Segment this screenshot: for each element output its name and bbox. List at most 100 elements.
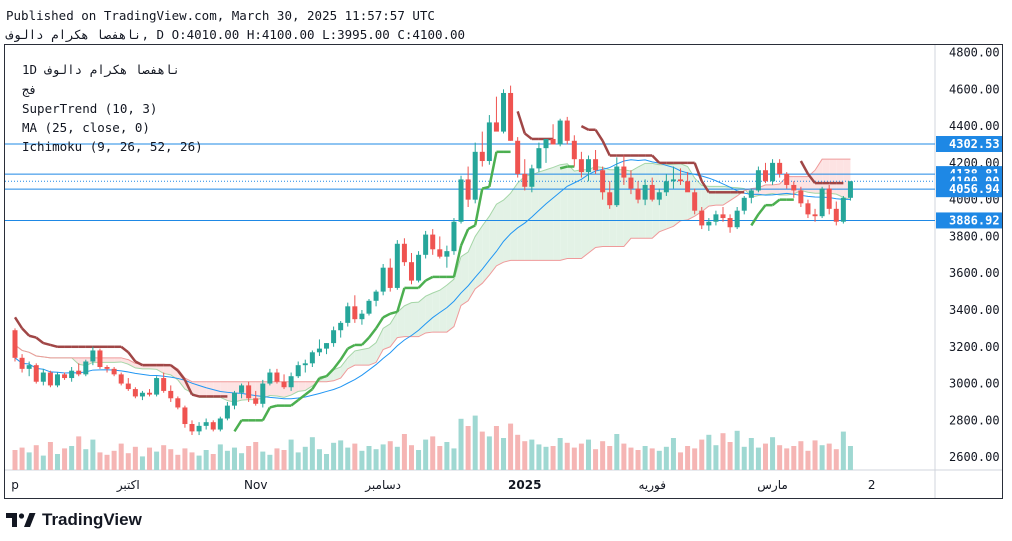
cloud-segment	[538, 169, 546, 261]
candle	[819, 186, 825, 219]
candle	[550, 124, 556, 145]
supertrend-segment	[120, 345, 130, 354]
candle	[189, 420, 195, 436]
legend-symbol: 1D ناهفصا هکرام دالوف	[22, 62, 181, 77]
y-tick-label: 3800.00	[949, 229, 1000, 243]
candle-body	[819, 188, 825, 217]
cloud-segment	[765, 184, 773, 195]
candle	[12, 328, 18, 362]
volume-bar	[359, 450, 365, 470]
price-chart[interactable]: 2600.00 2800.00 3000.00 3200.00 3400.00 3600.…	[5, 45, 1002, 498]
candle	[62, 372, 68, 380]
candle-body	[196, 425, 202, 432]
candle	[345, 302, 351, 327]
candle	[309, 350, 315, 368]
supertrend-segment	[594, 129, 604, 142]
volume-bars	[12, 415, 853, 470]
candle-body	[515, 140, 521, 174]
supertrend-segment	[21, 327, 31, 337]
volume-bar	[699, 439, 705, 470]
cloud-segment	[333, 367, 341, 381]
cloud-segment	[213, 381, 221, 398]
candle	[26, 361, 32, 377]
supertrend-segment	[13, 316, 24, 330]
candle	[168, 385, 174, 402]
x-tick-label: مارس	[757, 478, 788, 493]
legend-ma[interactable]: MA (25, close, 0)	[22, 120, 150, 135]
x-tick-label: اکتبر	[116, 478, 140, 493]
candle	[585, 155, 591, 182]
candle-body	[706, 221, 712, 226]
y-tick-label: 4400.00	[949, 119, 1000, 133]
volume-bar	[26, 452, 32, 470]
candle	[706, 218, 712, 231]
cloud-segment	[531, 172, 539, 261]
candle-body	[154, 378, 160, 395]
candle-body	[12, 330, 18, 358]
cloud-segment	[199, 381, 207, 398]
cloud-segment	[638, 163, 646, 239]
candle-body	[748, 190, 754, 198]
volume-bar	[585, 439, 591, 470]
cloud-segment	[517, 176, 525, 261]
y-tick-label: 2600.00	[949, 450, 1000, 464]
volume-bar	[649, 448, 655, 470]
candle-body	[47, 372, 53, 386]
supertrend-segment	[304, 388, 314, 396]
x-tick-label: دسامبر	[364, 478, 401, 493]
supertrend-segment	[127, 351, 137, 363]
candle	[600, 166, 606, 200]
candle	[288, 372, 294, 391]
legend-ichimoku[interactable]: Ichimoku (9, 26, 52, 26)	[22, 139, 203, 154]
candle	[33, 363, 39, 384]
candle	[770, 159, 776, 185]
candle	[571, 135, 577, 167]
supertrend-segment	[693, 162, 703, 182]
chart-frame[interactable]: 2600.00 2800.00 3000.00 3200.00 3400.00 3600.…	[4, 44, 1003, 499]
candle-body	[536, 148, 542, 169]
cloud-segment	[800, 176, 808, 193]
volume-bar	[777, 445, 783, 470]
tradingview-logo[interactable]: TradingView	[6, 510, 142, 530]
candle	[805, 199, 811, 219]
cloud-segment	[432, 290, 440, 333]
candle-body	[635, 188, 641, 200]
published-note: Published on TradingView.com, March 30, …	[6, 8, 435, 23]
supertrend-segment	[43, 341, 51, 347]
candle-body	[387, 267, 393, 288]
candle-body	[324, 343, 330, 349]
candle-body	[161, 378, 167, 391]
candle-body	[26, 365, 32, 369]
y-tick-label: 4800.00	[949, 46, 1000, 60]
candle-body	[175, 398, 181, 408]
cloud-segment	[553, 164, 561, 261]
volume-bar	[819, 445, 825, 470]
cloud-segment	[397, 305, 405, 338]
candle	[154, 376, 160, 397]
candle-body	[316, 348, 322, 353]
cloud-segment	[128, 359, 136, 368]
supertrend-segment	[261, 406, 271, 421]
candle	[331, 326, 337, 347]
candle-body	[826, 188, 832, 209]
cloud-segment	[114, 357, 122, 363]
legend-supertrend[interactable]: SuperTrend (10, 3)	[22, 101, 158, 116]
candle	[302, 359, 308, 373]
volume-bar	[302, 446, 308, 470]
volume-bar	[394, 446, 400, 470]
volume-bar	[125, 453, 131, 470]
candle-body	[614, 166, 620, 206]
candle-body	[295, 365, 301, 377]
candle	[104, 365, 110, 373]
candle-body	[394, 243, 400, 288]
volume-bar	[345, 447, 351, 470]
candle-body	[472, 151, 478, 200]
candle	[359, 309, 365, 325]
candle	[352, 295, 358, 323]
price-label-box	[936, 212, 1002, 229]
volume-bar	[175, 454, 181, 470]
candle-body	[111, 368, 117, 375]
candle-body	[253, 398, 259, 404]
candle	[607, 181, 613, 209]
volume-bar	[246, 446, 252, 470]
